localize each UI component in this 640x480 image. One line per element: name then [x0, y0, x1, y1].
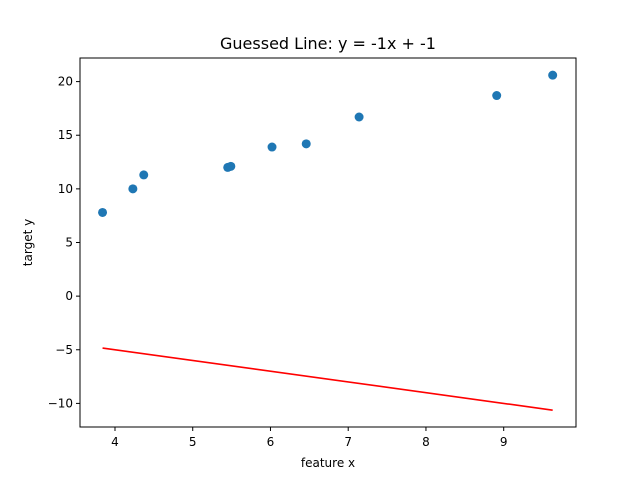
- plot-frame: [79, 57, 577, 428]
- y-tick-label-3: 5: [65, 236, 73, 250]
- data-point-1: [128, 184, 138, 194]
- chart-title: Guessed Line: y = -1x + -1: [220, 34, 436, 53]
- y-tick-label-6: 20: [58, 75, 73, 89]
- x-tick-label-1: 5: [189, 435, 197, 449]
- y-tick-label-5: 15: [58, 128, 73, 142]
- x-tick-label-0: 4: [111, 435, 119, 449]
- axis-ticks: 4 5 6 7 8 9 −10 −5 0 5 10 15 20: [48, 75, 508, 449]
- x-tick-label-4: 8: [422, 435, 430, 449]
- data-point-8: [492, 91, 502, 101]
- data-point-7: [354, 112, 364, 122]
- x-axis-label: feature x: [301, 456, 355, 470]
- data-point-0: [98, 207, 108, 217]
- data-point-5: [267, 142, 277, 152]
- y-tick-label-0: −10: [48, 396, 73, 410]
- x-tick-label-2: 6: [267, 435, 275, 449]
- y-tick-label-2: 0: [65, 289, 73, 303]
- guessed-line: [102, 347, 553, 411]
- data-point-4: [226, 161, 236, 171]
- y-tick-label-1: −5: [55, 343, 73, 357]
- x-tick-label-5: 9: [500, 435, 508, 449]
- plot-marks: [98, 70, 558, 411]
- x-tick-label-3: 7: [344, 435, 352, 449]
- y-tick-label-4: 10: [58, 182, 73, 196]
- data-point-2: [139, 170, 149, 180]
- y-axis-label: target y: [21, 219, 35, 266]
- data-point-6: [301, 139, 311, 149]
- data-point-9: [548, 70, 558, 80]
